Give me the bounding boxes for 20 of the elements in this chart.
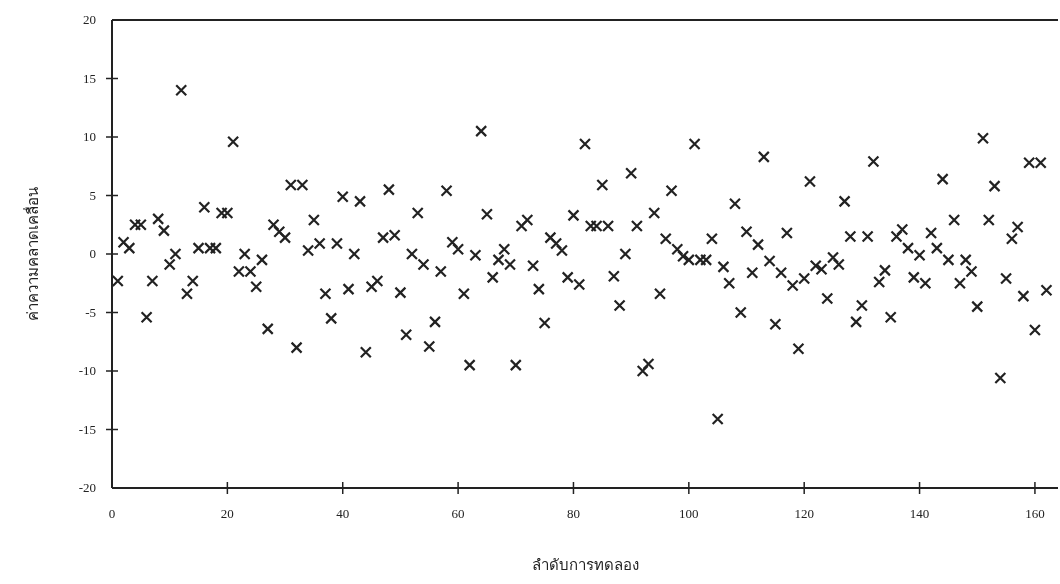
x-tick-label: 100 — [679, 506, 699, 521]
x-axis-title: ลำดับการทดลอง — [531, 556, 639, 574]
x-tick-label: 0 — [108, 506, 116, 521]
x-tick-label: 80 — [566, 506, 580, 521]
y-tick-label: -20 — [78, 480, 96, 495]
y-tick-label: 0 — [89, 246, 96, 261]
y-axis-title: ค่าความคลาดเคลื่อน — [22, 187, 42, 321]
y-tick-label: -10 — [78, 363, 96, 378]
x-tick-label: 160 — [1025, 506, 1045, 521]
x-tick-label: 60 — [451, 506, 465, 521]
y-tick-label: -15 — [78, 421, 96, 437]
x-tick-label: 140 — [909, 506, 930, 521]
y-tick-label: 5 — [89, 187, 96, 203]
y-tick-label: 15 — [83, 70, 96, 86]
y-tick-label: 10 — [83, 129, 96, 144]
y-tick-label: 20 — [83, 12, 96, 27]
x-tick-label: 20 — [220, 506, 234, 521]
x-tick-label: 40 — [336, 506, 350, 521]
x-tick-label: 120 — [794, 506, 814, 521]
y-tick-label: -5 — [85, 304, 96, 320]
